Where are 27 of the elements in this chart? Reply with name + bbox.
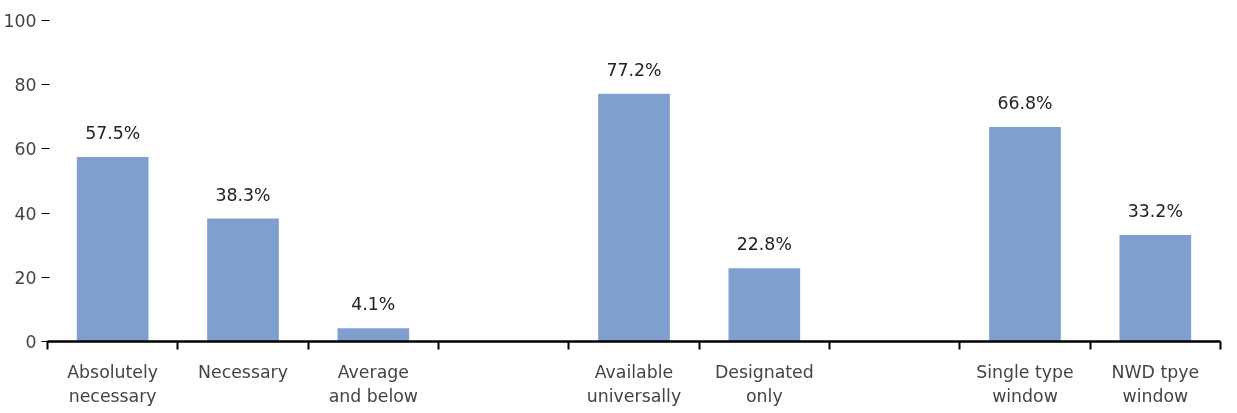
bar — [76, 156, 149, 342]
y-tick-label: 100 — [3, 11, 37, 31]
data-label: 57.5% — [85, 122, 141, 143]
data-label: 22.8% — [736, 234, 792, 255]
bar — [1119, 234, 1192, 342]
data-label: 66.8% — [997, 93, 1053, 114]
y-tick-label: 80 — [14, 75, 37, 96]
y-tick-label: 60 — [14, 139, 37, 160]
x-tick-label: Designated only — [714, 361, 814, 406]
bar — [598, 93, 670, 342]
bar — [337, 328, 410, 342]
y-tick-label: 40 — [14, 203, 37, 224]
bar — [728, 268, 801, 342]
x-tick-label: Available universally — [586, 361, 682, 406]
data-label: 33.2% — [1127, 200, 1183, 221]
bar — [207, 218, 279, 342]
data-label: 38.3% — [215, 184, 271, 205]
x-tick-label: Necessary — [198, 361, 288, 382]
bar — [989, 127, 1061, 342]
y-tick-label: 20 — [14, 267, 37, 288]
x-tick-label: Single type window — [976, 361, 1074, 406]
x-tick-label: NWD tpye window — [1111, 361, 1200, 406]
x-tick-label: Average and below — [328, 361, 419, 406]
y-tick-label: 0 — [25, 332, 37, 352]
x-tick-label: Absolutely necessary — [67, 361, 159, 406]
data-label: 4.1% — [351, 294, 396, 315]
data-label: 77.2% — [606, 59, 662, 80]
